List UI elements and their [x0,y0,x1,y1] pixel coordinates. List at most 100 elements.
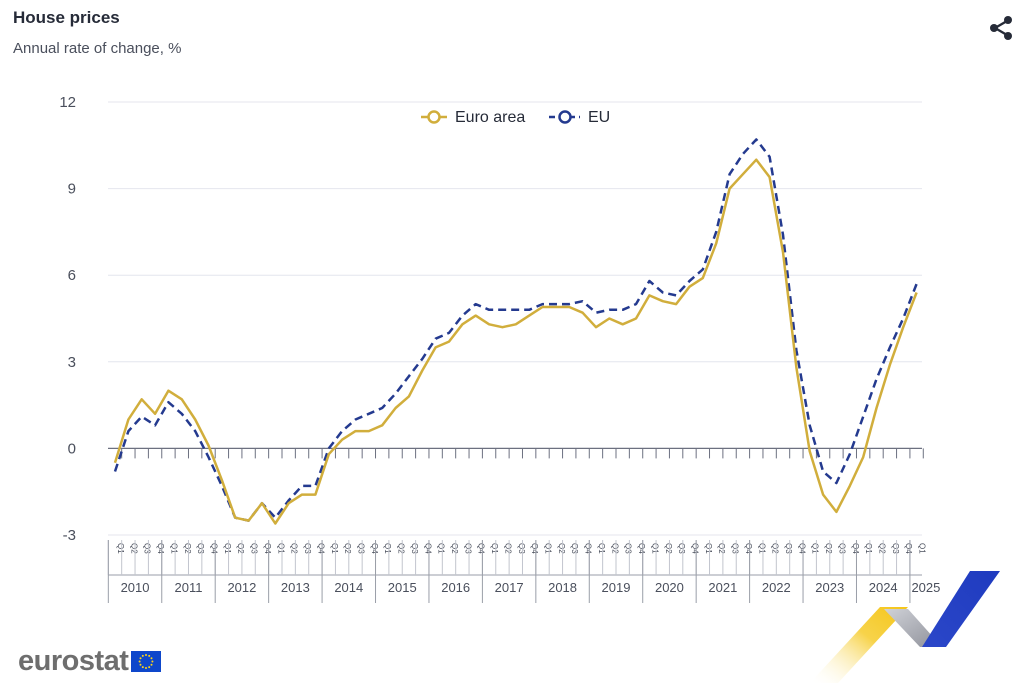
legend-label-euro-area: Euro area [455,109,525,126]
quarter-label: Q4 [263,543,272,554]
quarter-label: Q4 [530,543,539,554]
quarter-label: Q3 [410,543,419,554]
year-label: 2012 [227,580,256,595]
quarter-label: Q1 [223,543,232,554]
quarter-label: Q4 [744,543,753,554]
series-lines [113,138,918,525]
y-axis-labels: 12 9 6 3 0 -3 [59,94,76,544]
quarter-label: Q2 [610,543,619,554]
quarter-label: Q1 [169,543,178,554]
quarter-label: Q1 [650,543,659,554]
quarter-label: Q3 [250,543,259,554]
quarter-label: Q4 [690,543,699,554]
year-label: 2018 [548,580,577,595]
quarter-label: Q2 [183,543,192,554]
year-label: 2017 [495,580,524,595]
quarter-label: Q2 [450,543,459,554]
quarter-label: Q2 [878,543,887,554]
y-tick-label: 3 [68,354,76,371]
quarter-label: Q1 [918,543,927,554]
quarter-label: Q1 [757,543,766,554]
share-icon[interactable] [986,13,1016,43]
y-tick-label: 0 [68,440,76,457]
quarter-label: Q1 [864,543,873,554]
chart-subtitle: Annual rate of change, % [13,40,182,57]
y-tick-label: -3 [63,527,76,544]
quarter-label: Q2 [397,543,406,554]
legend-item-euro-area[interactable]: Euro area [421,109,525,126]
quarter-label: Q3 [196,543,205,554]
quarter-label: Q3 [784,543,793,554]
year-label: 2011 [174,580,202,595]
quarter-label: Q1 [544,543,553,554]
quarter-label: Q1 [383,543,392,554]
quarter-label: Q4 [423,543,432,554]
quarter-label: Q3 [517,543,526,554]
quarter-label: Q2 [557,543,566,554]
quarter-label: Q2 [664,543,673,554]
gridlines [108,101,922,536]
quarter-label: Q1 [811,543,820,554]
eu-flag-icon [131,650,162,672]
quarter-label: Q1 [597,543,606,554]
logo-text: eurostat [18,644,129,677]
quarter-label: Q2 [771,543,780,554]
quarter-label: Q2 [290,543,299,554]
quarter-label: Q2 [343,543,352,554]
year-label: 2020 [655,580,684,595]
x-axis: Q1 Q2 Q3 Q4 Q1 Q2 Q3 Q4 Q1 Q2 Q3 Q4 Q1 Q2 Q3 Q4 Q1 Q2 Q3 Q4… [107,447,940,603]
quarter-label: Q4 [584,543,593,554]
quarter-label: Q1 [330,543,339,554]
quarter-label: Q2 [129,543,138,554]
eurostat-logo: eurostat [18,644,162,677]
year-label: 2014 [334,580,363,595]
year-label: 2016 [441,580,470,595]
quarter-label: Q1 [276,543,285,554]
quarter-label: Q4 [316,543,325,554]
quarter-label: Q4 [156,543,165,554]
decorative-ribbon [810,571,1000,683]
series-line-eu[interactable] [113,138,918,522]
series-line-euro-area[interactable] [113,158,918,525]
quarter-label: Q2 [824,543,833,554]
quarter-label: Q3 [570,543,579,554]
y-tick-label: 6 [68,267,76,284]
quarter-label: Q1 [704,543,713,554]
y-tick-label: 9 [68,181,76,198]
quarter-label: Q2 [717,543,726,554]
year-label: 2025 [911,580,940,595]
quarter-label: Q2 [503,543,512,554]
quarter-label: Q1 [437,543,446,554]
quarter-label: Q3 [624,543,633,554]
quarter-label: Q4 [904,543,913,554]
quarter-label: Q3 [143,543,152,554]
chart-title: House prices [13,8,120,27]
quarter-label: Q4 [370,543,379,554]
year-label: 2013 [281,580,310,595]
legend-item-eu[interactable]: EU [549,109,610,126]
quarter-label: Q3 [463,543,472,554]
quarter-label: Q4 [637,543,646,554]
quarter-label: Q4 [477,543,486,554]
quarter-label: Q2 [236,543,245,554]
quarter-label: Q3 [731,543,740,554]
quarter-label: Q3 [677,543,686,554]
year-label: 2021 [708,580,737,595]
year-label: 2019 [602,580,631,595]
quarter-label: Q4 [210,543,219,554]
year-label: 2010 [121,580,150,595]
y-tick-label: 12 [59,94,76,111]
legend[interactable]: Euro area EU [421,109,610,126]
year-label: 2024 [869,580,898,595]
legend-label-eu: EU [588,109,610,126]
quarter-label: Q4 [797,543,806,554]
quarter-label: Q3 [891,543,900,554]
year-label: 2015 [388,580,417,595]
quarter-label: Q3 [303,543,312,554]
quarter-label: Q4 [851,543,860,554]
year-label: 2023 [815,580,844,595]
quarter-label: Q1 [116,543,125,554]
quarter-label: Q1 [490,543,499,554]
quarter-label: Q3 [356,543,365,554]
